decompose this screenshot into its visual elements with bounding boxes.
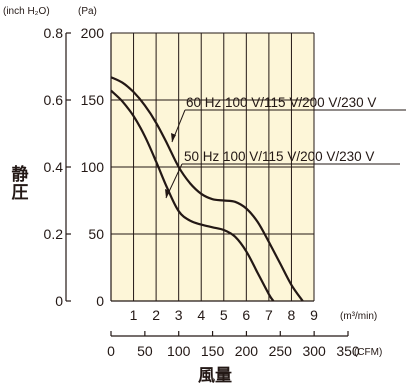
leader-arrow-50hz	[165, 189, 170, 198]
x-tick-label-m3min: 2	[152, 307, 160, 323]
y-tick-label-inch: 0.6	[44, 92, 64, 108]
x-tick-label-m3min: 8	[288, 307, 296, 323]
x-tick-label-cfm: 0	[107, 343, 115, 359]
x-tick-label-cfm: 250	[269, 343, 293, 359]
y-tick-label-pa: 50	[88, 226, 104, 242]
x-tick-label-cfm: 150	[201, 343, 225, 359]
x-tick-label-m3min: 1	[130, 307, 138, 323]
x-tick-label-m3min: 3	[175, 307, 183, 323]
unit-pa: (Pa)	[78, 6, 97, 17]
y-tick-label-inch: 0.8	[44, 25, 64, 41]
y-tick-label-inch: 0	[55, 293, 63, 309]
series-50hz-line	[110, 89, 275, 302]
x-tick-label-m3min: 6	[242, 307, 250, 323]
unit-inch-h2o: (inch H₂O)	[3, 6, 50, 17]
labels: 60 Hz 100 V/115 V/200 V/230 V 50 Hz 100 V…	[3, 6, 406, 385]
y-axis-title: 静圧	[12, 164, 29, 202]
x-tick-label-m3min: 5	[220, 307, 228, 323]
x-tick-label-cfm: 350	[336, 343, 360, 359]
unit-m3min: (m³/min)	[340, 311, 377, 322]
series-lines	[110, 76, 304, 302]
leader-arrow-60hz	[171, 133, 176, 142]
series-label-60hz: 60 Hz 100 V/115 V/200 V/230 V	[186, 95, 376, 110]
x-tick-label-m3min: 7	[265, 307, 273, 323]
x-tick-label-cfm: 200	[235, 343, 259, 359]
y-tick-label-pa: 100	[81, 159, 105, 175]
unit-cfm: (CFM)	[354, 347, 382, 358]
series-label-50hz: 50 Hz 100 V/115 V/200 V/230 V	[184, 149, 374, 164]
x-tick-label-m3min: 9	[310, 307, 318, 323]
x-axis-title: 風量	[198, 365, 232, 385]
y-tick-label-pa: 0	[96, 293, 104, 309]
x-tick-label-m3min: 4	[197, 307, 205, 323]
x-tick-label-cfm: 300	[302, 343, 326, 359]
y-tick-label-pa: 150	[81, 92, 105, 108]
y-tick-label-inch: 0.2	[44, 226, 64, 242]
y-tick-label-pa: 200	[81, 25, 105, 41]
x-tick-label-cfm: 100	[167, 343, 191, 359]
series-60hz-line	[110, 76, 304, 302]
x-tick-label-cfm: 50	[137, 343, 153, 359]
axes	[65, 32, 349, 337]
y-tick-label-inch: 0.4	[44, 159, 64, 175]
